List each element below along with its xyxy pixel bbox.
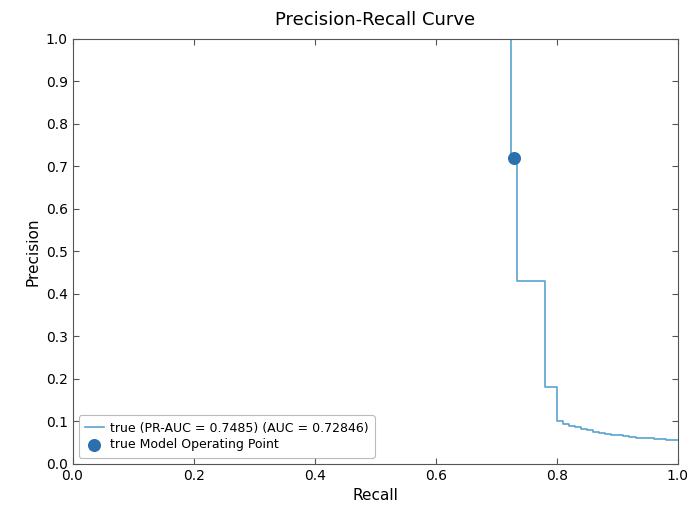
- Legend: true (PR-AUC = 0.7485) (AUC = 0.72846), true Model Operating Point: true (PR-AUC = 0.7485) (AUC = 0.72846), …: [79, 415, 375, 458]
- X-axis label: Recall: Recall: [352, 488, 398, 503]
- true Model Operating Point: [508, 154, 519, 162]
- true (PR-AUC = 0.7485) (AUC = 0.72846): [498, 36, 507, 42]
- Title: Precision-Recall Curve: Precision-Recall Curve: [275, 11, 475, 29]
- Line: true (PR-AUC = 0.7485) (AUC = 0.72846): true (PR-AUC = 0.7485) (AUC = 0.72846): [73, 39, 678, 440]
- true (PR-AUC = 0.7485) (AUC = 0.72846): [631, 435, 640, 441]
- true (PR-AUC = 0.7485) (AUC = 0.72846): [489, 36, 498, 42]
- true (PR-AUC = 0.7485) (AUC = 0.72846): [69, 36, 77, 42]
- true (PR-AUC = 0.7485) (AUC = 0.72846): [668, 437, 676, 443]
- true (PR-AUC = 0.7485) (AUC = 0.72846): [486, 36, 494, 42]
- true (PR-AUC = 0.7485) (AUC = 0.72846): [547, 384, 555, 391]
- true (PR-AUC = 0.7485) (AUC = 0.72846): [613, 432, 622, 438]
- Y-axis label: Precision: Precision: [25, 217, 40, 286]
- true (PR-AUC = 0.7485) (AUC = 0.72846): [673, 437, 682, 443]
